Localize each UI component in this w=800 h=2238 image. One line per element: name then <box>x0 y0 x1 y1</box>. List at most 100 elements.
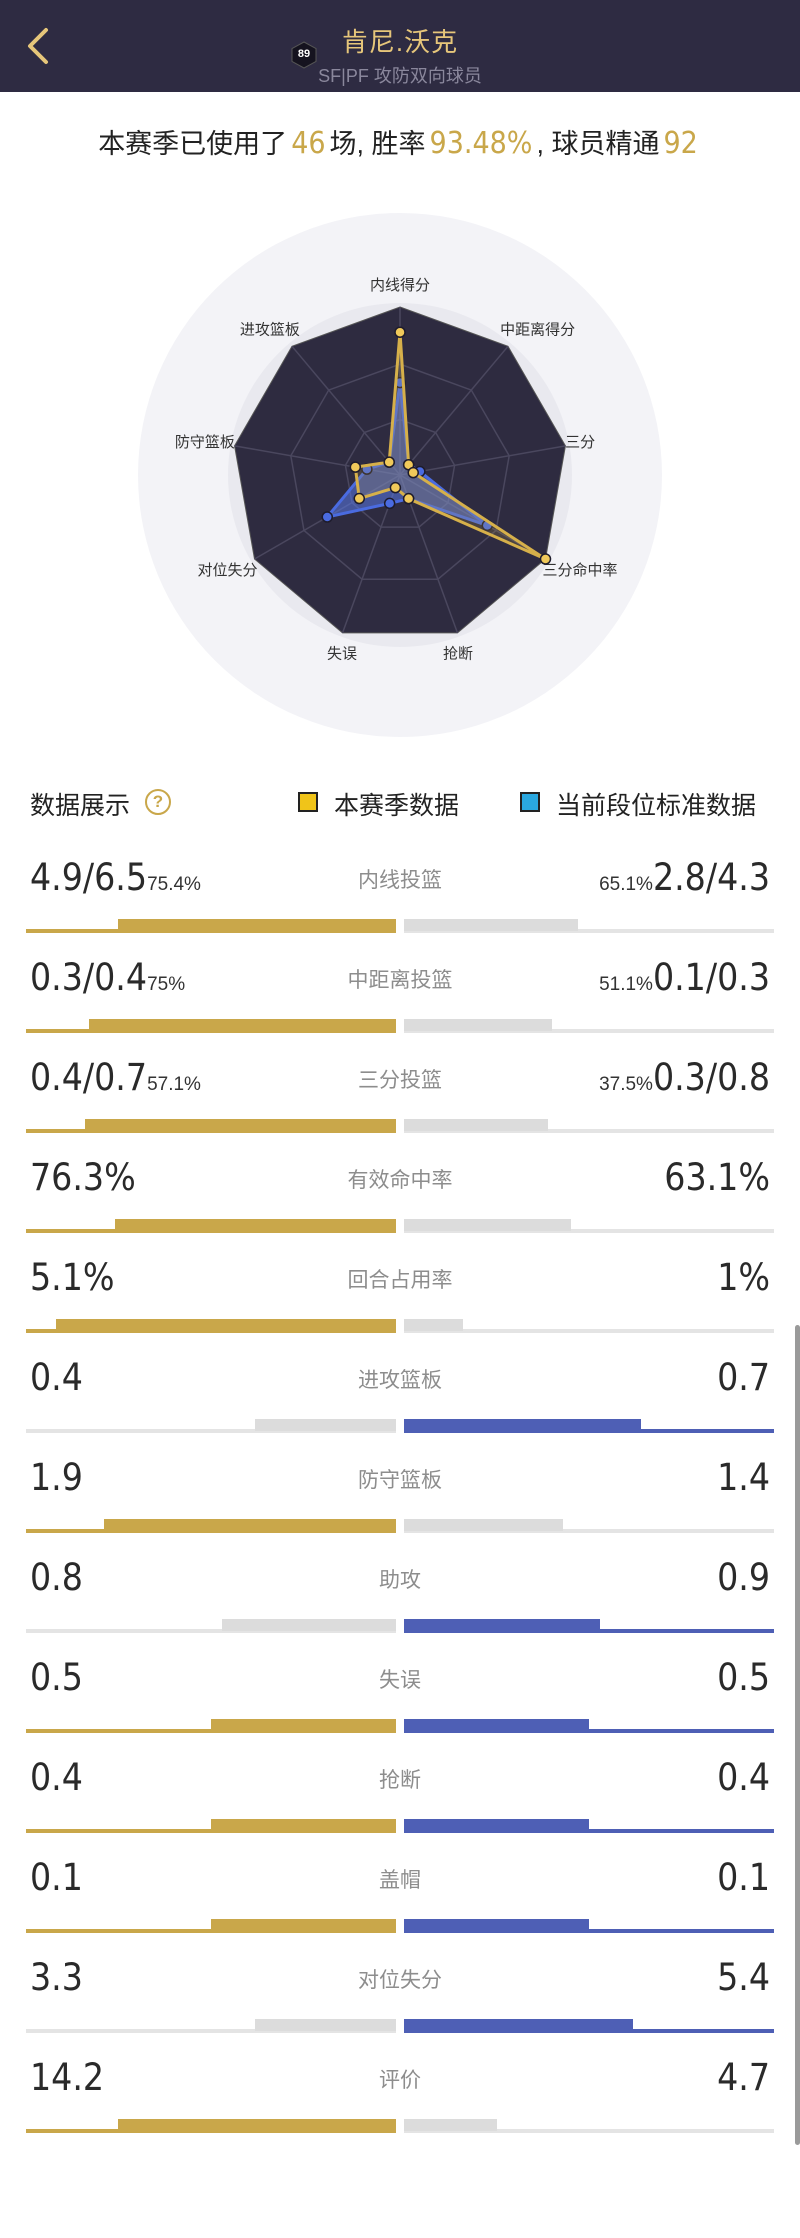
standard-bar-track <box>404 2029 774 2033</box>
radar-spoke <box>399 345 509 476</box>
standard-bar <box>404 919 578 931</box>
standard-value-main: 1% <box>717 1256 770 1299</box>
season-value: 14.2 <box>30 2056 104 2099</box>
season-value-main: 5.1% <box>30 1256 115 1299</box>
stat-label: 抢断 <box>379 1769 421 1792</box>
standard-bar <box>404 1119 548 1131</box>
season-bar-track <box>26 1829 396 1833</box>
season-bar <box>211 1819 396 1831</box>
standard-value: 0.1 <box>717 1856 770 1899</box>
player-name: 肯尼.沃克 <box>341 27 459 57</box>
standard-value: 0.9 <box>717 1556 770 1599</box>
stat-label: 内线投篮 <box>358 869 442 892</box>
standard-value-main: 0.1 <box>717 1856 770 1899</box>
season-bar <box>56 1319 396 1331</box>
stat-row: 0.4/0.757.1% 三分投篮 37.5%0.3/0.8 <box>0 1040 800 1140</box>
stat-label: 进攻篮板 <box>358 1369 442 1392</box>
standard-bar-track <box>404 1429 774 1433</box>
standard-bar-track <box>404 2129 774 2133</box>
season-bar-track <box>26 1729 396 1733</box>
stat-label: 回合占用率 <box>347 1269 453 1292</box>
season-bar-track <box>26 1529 396 1533</box>
stat-row: 76.3% 有效命中率 63.1% <box>0 1140 800 1240</box>
season-bar-track <box>26 2029 396 2033</box>
season-point <box>402 492 415 505</box>
standard-value-main: 0.5 <box>717 1656 770 1699</box>
standard-value: 4.7 <box>717 2056 770 2099</box>
standard-value: 65.1%2.8/4.3 <box>599 856 770 899</box>
summary-prefix: 本赛季已使用了 <box>98 129 288 159</box>
standard-value-pct: 51.1% <box>599 974 653 995</box>
standard-point <box>321 511 334 523</box>
stat-row: 0.5 失误 0.5 <box>0 1640 800 1740</box>
rating-value: 89 <box>297 48 311 60</box>
scrollbar[interactable] <box>795 1325 800 2145</box>
season-bar <box>211 1719 396 1731</box>
standard-value-main: 2.8/4.3 <box>652 856 770 899</box>
win-rate: 93.48% <box>429 126 533 161</box>
season-bar <box>211 1919 396 1931</box>
season-value: 1.9 <box>30 1456 83 1499</box>
stat-label: 助攻 <box>379 1569 421 1592</box>
season-bar-track <box>26 1629 396 1633</box>
standard-value-main: 4.7 <box>717 2056 770 2099</box>
standard-value: 1% <box>717 1256 770 1299</box>
stat-label: 评价 <box>379 2069 421 2092</box>
season-value-main: 4.9/6.5 <box>30 856 148 899</box>
season-value-main: 76.3% <box>30 1156 136 1199</box>
stats-list: 4.9/6.575.4% 内线投篮 65.1%2.8/4.3 0.3/0.475% 中距… <box>0 840 800 2140</box>
season-value: 0.5 <box>30 1656 83 1699</box>
season-value-pct: 75.4% <box>147 874 201 895</box>
season-value-main: 0.8 <box>30 1556 83 1599</box>
season-bar-track <box>26 1929 396 1933</box>
stat-row: 4.9/6.575.4% 内线投篮 65.1%2.8/4.3 <box>0 840 800 940</box>
hexagon-badge-icon <box>291 41 317 69</box>
season-value-main: 0.4 <box>30 1356 83 1399</box>
standard-value: 0.5 <box>717 1656 770 1699</box>
standard-value-main: 1.4 <box>717 1456 770 1499</box>
season-value: 0.1 <box>30 1856 83 1899</box>
season-value-main: 0.4/0.7 <box>30 1056 148 1099</box>
chevron-left-icon <box>28 28 48 64</box>
question-icon[interactable]: ? <box>145 789 171 815</box>
stat-row: 0.3/0.475% 中距离投篮 51.1%0.1/0.3 <box>0 940 800 1040</box>
season-point <box>349 461 362 473</box>
season-value: 0.4 <box>30 1356 83 1399</box>
radar-axis-label: 中距离得分 <box>500 321 575 338</box>
standard-bar-track <box>404 1129 774 1133</box>
season-summary: 本赛季已使用了 46 场, 胜率 93.48%, 球员精通 92 <box>0 122 800 161</box>
radar-axis-label: 三分 <box>565 434 595 451</box>
radar-grid-ring <box>290 363 510 580</box>
season-bar <box>118 2119 396 2131</box>
standard-value: 37.5%0.3/0.8 <box>599 1056 770 1099</box>
standard-bar <box>404 1219 571 1231</box>
standard-value-main: 63.1% <box>664 1156 770 1199</box>
standard-bar <box>404 2019 633 2031</box>
standard-value: 0.7 <box>717 1356 770 1399</box>
stat-row: 1.9 防守篮板 1.4 <box>0 1440 800 1540</box>
back-button[interactable] <box>16 20 64 72</box>
stat-label: 三分投篮 <box>358 1069 442 1092</box>
stats-legend: 数据展示 ? 本赛季数据 当前段位标准数据 <box>0 784 800 824</box>
standard-bar <box>404 2119 497 2131</box>
stat-row: 0.8 助攻 0.9 <box>0 1540 800 1640</box>
season-value: 0.3/0.475% <box>30 956 185 999</box>
season-value: 4.9/6.575.4% <box>30 856 201 899</box>
legend-season-label: 本赛季数据 <box>334 792 460 820</box>
standard-bar <box>404 1419 641 1431</box>
mastery-label: , 球员精通 <box>536 129 660 159</box>
season-value-main: 1.9 <box>30 1456 83 1499</box>
standard-value: 51.1%0.1/0.3 <box>599 956 770 999</box>
standard-bar <box>404 1819 589 1831</box>
stat-label: 有效命中率 <box>347 1169 453 1192</box>
radar-axis-label: 三分命中率 <box>543 561 618 579</box>
legend-season-swatch <box>298 792 318 812</box>
season-bar-track <box>26 1229 396 1233</box>
stat-row: 0.1 盖帽 0.1 <box>0 1840 800 1940</box>
season-point <box>394 326 406 338</box>
season-value-main: 0.5 <box>30 1656 83 1699</box>
season-value: 5.1% <box>30 1256 115 1299</box>
stat-row: 14.2 评价 4.7 <box>0 2040 800 2140</box>
